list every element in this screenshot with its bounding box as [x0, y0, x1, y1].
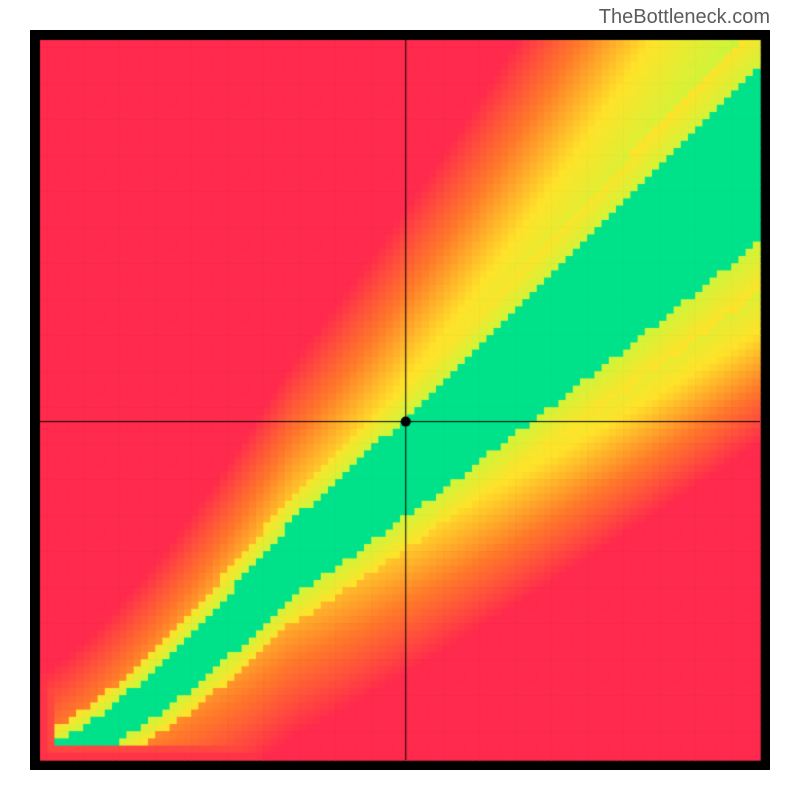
chart-container: TheBottleneck.com	[0, 0, 800, 800]
watermark-label: TheBottleneck.com	[599, 6, 770, 29]
bottleneck-heatmap	[30, 30, 770, 770]
heatmap-canvas	[30, 30, 770, 770]
